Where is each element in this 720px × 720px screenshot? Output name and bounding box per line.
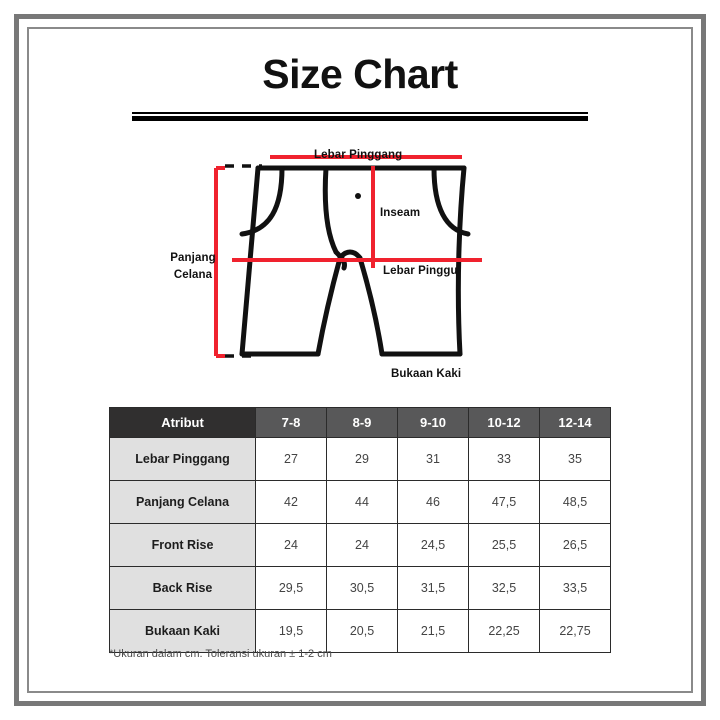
size-table-body: Lebar Pinggang 27 29 31 33 35 Panjang Ce… [109, 437, 611, 653]
column-header-size-1: 7-8 [255, 407, 327, 438]
label-inseam: Inseam [380, 207, 421, 219]
fly-button-dot [355, 193, 361, 199]
row-label: Front Rise [109, 523, 256, 567]
label-lebar-pinggang: Lebar Pinggang [314, 149, 403, 161]
page-title: Size Chart [262, 51, 458, 97]
table-cell: 22,75 [539, 609, 611, 653]
table-cell: 19,5 [255, 609, 327, 653]
table-cell: 27 [255, 437, 327, 481]
shorts-outline [239, 165, 471, 357]
table-row: Panjang Celana 42 44 46 47,5 48,5 [109, 480, 611, 524]
decorative-frame-outer [14, 14, 706, 706]
column-header-atribut: Atribut [109, 407, 256, 438]
table-cell: 22,25 [468, 609, 540, 653]
row-label: Lebar Pinggang [109, 437, 256, 481]
extension-guide-lines [225, 164, 262, 358]
table-row: Front Rise 24 24 24,5 25,5 26,5 [109, 523, 611, 567]
table-cell: 26,5 [539, 523, 611, 567]
table-cell: 21,5 [397, 609, 469, 653]
label-lebar-pinggul: Lebar Pinggul [383, 265, 461, 277]
column-header-size-4: 10-12 [468, 407, 540, 438]
table-cell: 32,5 [468, 566, 540, 610]
table-cell: 29,5 [255, 566, 327, 610]
table-cell: 48,5 [539, 480, 611, 524]
size-table-wrap: Atribut 7-8 8-9 9-10 10-12 12-14 Lebar P… [109, 407, 611, 653]
title-divider-thin [132, 112, 588, 114]
row-label: Back Rise [109, 566, 256, 610]
table-row: Lebar Pinggang 27 29 31 33 35 [109, 437, 611, 481]
table-cell: 33,5 [539, 566, 611, 610]
table-cell: 44 [326, 480, 398, 524]
table-cell: 24,5 [397, 523, 469, 567]
table-cell: 24 [326, 523, 398, 567]
table-cell: 33 [468, 437, 540, 481]
table-row: Back Rise 29,5 30,5 31,5 32,5 33,5 [109, 566, 611, 610]
table-cell: 20,5 [326, 609, 398, 653]
table-cell: 35 [539, 437, 611, 481]
column-header-size-2: 8-9 [326, 407, 398, 438]
table-cell: 42 [255, 480, 327, 524]
table-cell: 30,5 [326, 566, 398, 610]
measurement-lines [214, 155, 482, 356]
table-cell: 25,5 [468, 523, 540, 567]
shorts-measurement-diagram: Lebar Pinggang Inseam Lebar Pinggul Buka… [130, 140, 590, 390]
row-label: Panjang Celana [109, 480, 256, 524]
footnote: *Ukuran dalam cm. Toleransi ukuran ± 1-2… [109, 648, 332, 660]
label-panjang-celana: Panjang Celana [170, 252, 216, 281]
table-cell: 29 [326, 437, 398, 481]
column-header-size-5: 12-14 [539, 407, 611, 438]
table-cell: 31,5 [397, 566, 469, 610]
title-divider-gap [132, 114, 588, 116]
table-row: Bukaan Kaki 19,5 20,5 21,5 22,25 22,75 [109, 609, 611, 653]
page-title-wrap: Size Chart [40, 51, 680, 97]
table-header-row: Atribut 7-8 8-9 9-10 10-12 12-14 [109, 407, 611, 438]
table-cell: 31 [397, 437, 469, 481]
length-bracket-ticks [216, 166, 225, 358]
label-bukaan-kaki: Bukaan Kaki [391, 368, 462, 380]
shorts-illustration-svg [214, 155, 482, 358]
title-divider-thick [132, 116, 588, 121]
table-cell: 46 [397, 480, 469, 524]
column-header-size-3: 9-10 [397, 407, 469, 438]
decorative-frame-inner [27, 27, 693, 693]
table-cell: 47,5 [468, 480, 540, 524]
row-label: Bukaan Kaki [109, 609, 256, 653]
size-table-head: Atribut 7-8 8-9 9-10 10-12 12-14 [109, 407, 611, 438]
title-divider [132, 112, 588, 121]
table-cell: 24 [255, 523, 327, 567]
size-table: Atribut 7-8 8-9 9-10 10-12 12-14 Lebar P… [109, 407, 611, 653]
